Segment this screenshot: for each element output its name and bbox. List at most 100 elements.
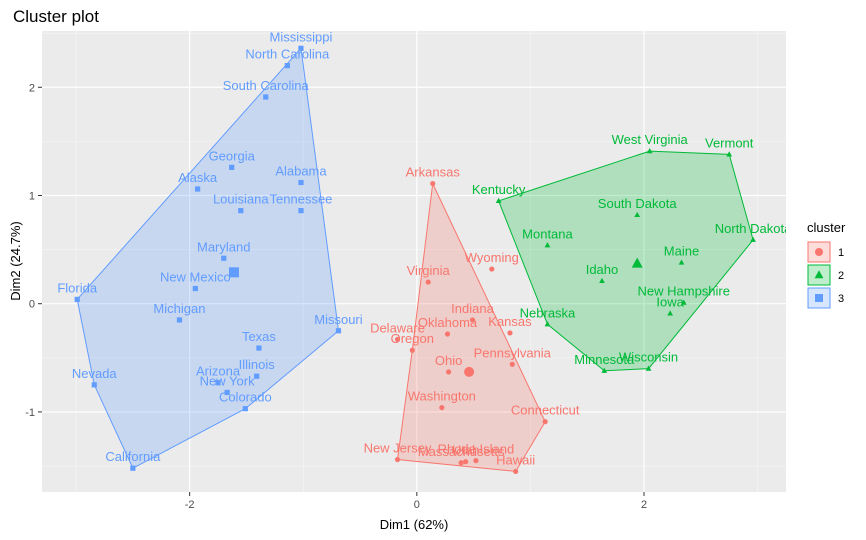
cluster-hulls	[76, 47, 754, 472]
point-alaska	[195, 186, 201, 192]
point-label-rhode-island: Rhode Island	[438, 442, 515, 457]
point-virginia	[425, 279, 431, 285]
point-colorado	[242, 406, 248, 412]
point-wisconsin	[645, 365, 652, 371]
point-minnesota	[601, 367, 608, 373]
point-texas	[256, 345, 262, 351]
point-label-ohio: Ohio	[435, 353, 462, 368]
x-tick-label: -2	[185, 499, 195, 511]
legend: cluster 1 2 3	[807, 220, 846, 309]
point-label-colorado: Colorado	[219, 390, 272, 405]
legend-label-1: 1	[838, 247, 844, 259]
point-maryland	[221, 255, 227, 261]
point-delaware	[394, 336, 401, 343]
point-label-nevada: Nevada	[72, 366, 118, 381]
legend-symbol-3	[815, 294, 823, 302]
point-label-washington: Washington	[408, 389, 476, 404]
point-vermont	[726, 151, 733, 157]
point-connecticut	[542, 419, 548, 425]
point-indiana	[469, 317, 476, 323]
point-label-indiana: Indiana	[451, 301, 494, 316]
point-new-hampshire	[680, 299, 687, 305]
legend-symbol-2	[814, 270, 824, 279]
point-massachusetts	[458, 460, 464, 466]
point-label-north-dakota: North Dakota	[715, 221, 792, 236]
point-label-arkansas: Arkansas	[406, 165, 461, 180]
point-label-virginia: Virginia	[407, 263, 451, 278]
point-maine	[678, 259, 685, 265]
point-south-dakota	[634, 211, 641, 218]
point-label-oklahoma: Oklahoma	[418, 315, 478, 330]
point-ohio	[446, 369, 452, 375]
point-label-montana: Montana	[522, 226, 573, 241]
point-nebraska	[544, 321, 551, 327]
point-arizona	[215, 380, 221, 386]
point-north-dakota	[750, 236, 756, 242]
cluster-1-hull	[396, 181, 546, 472]
y-tick-label: -1	[25, 407, 35, 419]
point-nevada	[91, 382, 97, 388]
point-label-new-hampshire: New Hampshire	[638, 284, 730, 299]
point-label-wyoming: Wyoming	[465, 250, 519, 265]
x-axis-label: Dim1 (62%)	[380, 517, 449, 532]
point-georgia	[229, 164, 235, 170]
point-kansas	[507, 330, 513, 336]
point-new-mexico	[192, 285, 198, 292]
cluster-2-center	[631, 257, 643, 268]
point-label-tennessee: Tennessee	[270, 192, 333, 207]
point-label-nebraska: Nebraska	[520, 305, 576, 320]
point-new-jersey	[394, 456, 401, 463]
cluster-centers	[228, 257, 643, 377]
legend-symbol-1	[815, 248, 823, 256]
point-idaho	[599, 277, 605, 284]
point-oklahoma	[444, 331, 451, 337]
point-label-maine: Maine	[664, 244, 699, 259]
point-label-south-carolina: South Carolina	[223, 78, 310, 93]
point-california	[130, 465, 136, 471]
point-florida	[74, 296, 80, 302]
point-north-carolina	[284, 63, 290, 69]
point-iowa	[667, 310, 674, 316]
point-label-california: California	[105, 449, 161, 464]
point-label-texas: Texas	[242, 329, 276, 344]
point-oregon	[409, 347, 415, 353]
y-tick-label: 2	[29, 82, 35, 94]
data-points	[74, 45, 756, 475]
point-label-delaware: Delaware	[370, 320, 425, 335]
y-tick-label: 1	[29, 190, 35, 202]
point-label-maryland: Maryland	[197, 239, 250, 254]
point-illinois	[254, 373, 260, 379]
point-label-connecticut: Connecticut	[511, 403, 580, 418]
cluster-2-hull	[497, 150, 754, 372]
point-utah	[463, 459, 469, 465]
chart-title: Cluster plot	[13, 7, 99, 26]
grid	[42, 31, 786, 492]
point-west-virginia	[646, 147, 653, 154]
point-label-north-carolina: North Carolina	[245, 47, 330, 62]
point-label-missouri: Missouri	[314, 312, 363, 327]
point-label-new-jersey: New Jersey	[364, 441, 432, 456]
y-tick-label: 0	[29, 299, 35, 311]
point-mississippi	[298, 45, 304, 51]
point-label-oregon: Oregon	[391, 331, 434, 346]
point-label-vermont: Vermont	[705, 135, 754, 150]
point-new-york	[224, 389, 230, 396]
point-label-mississippi: Mississippi	[270, 29, 333, 44]
point-washington	[439, 404, 445, 411]
point-label-utah: Utah	[452, 443, 479, 458]
point-label-georgia: Georgia	[209, 148, 256, 163]
point-arkansas	[430, 180, 436, 187]
point-label-pennsylvania: Pennsylvania	[474, 345, 552, 360]
point-kentucky	[495, 197, 502, 203]
point-rhode-island	[473, 458, 479, 464]
y-axis-label: Dim2 (24.7%)	[8, 221, 23, 300]
axis-ticks: -2 0 2 -1 0 1 2	[25, 82, 647, 511]
point-label-kansas: Kansas	[488, 314, 532, 329]
point-label-wisconsin: Wisconsin	[619, 350, 678, 365]
point-label-minnesota: Minnesota	[574, 352, 635, 367]
point-labels: Arkansas Wyoming Virginia Indiana DelawareOk…	[57, 29, 792, 467]
x-tick-label: 2	[641, 499, 647, 511]
point-label-alaska: Alaska	[178, 170, 218, 185]
point-label-florida: Florida	[57, 280, 98, 295]
